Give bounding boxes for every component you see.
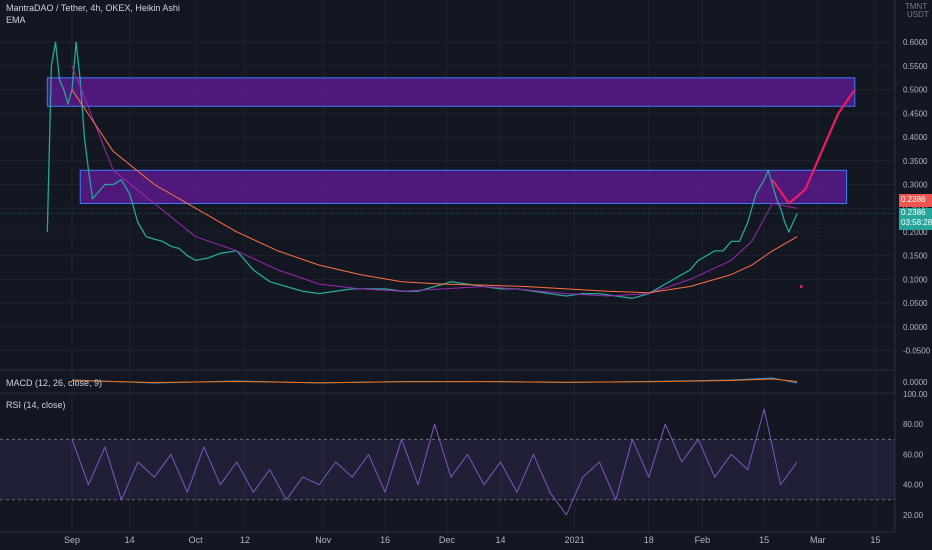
x-tick-label: 18 bbox=[644, 535, 654, 545]
x-tick-label: 2021 bbox=[565, 535, 585, 545]
macd-signal bbox=[71, 378, 798, 384]
series-ema_slow bbox=[71, 89, 798, 294]
resistance-zone bbox=[46, 77, 856, 107]
rsi-tick-label: 20.00 bbox=[903, 511, 924, 520]
x-tick-label: 12 bbox=[240, 535, 250, 545]
y-tick-label: 0.4000 bbox=[903, 133, 928, 142]
teal-price: 0.2386 bbox=[901, 208, 926, 217]
rsi-band bbox=[0, 439, 895, 500]
y-tick-label: 0.3000 bbox=[903, 181, 928, 190]
red-price-badge: 0.2386 bbox=[899, 194, 932, 207]
chart-title: MantraDAO / Tether, 4h, OKEX, Heikin Ash… bbox=[6, 3, 180, 13]
countdown: 03:58:28 bbox=[901, 218, 932, 227]
rsi-tick-label: 60.00 bbox=[903, 450, 924, 459]
rsi-tick-label: 80.00 bbox=[903, 420, 924, 429]
teal-price-badge: 0.2386 03:58:28 bbox=[899, 208, 932, 230]
rsi-tick-label: 40.00 bbox=[903, 481, 924, 490]
price-series bbox=[0, 41, 895, 299]
x-tick-label: Dec bbox=[439, 535, 456, 545]
x-tick-label: Feb bbox=[695, 535, 711, 545]
currency-label: TMNT bbox=[905, 2, 928, 11]
y-tick-label: 0.6000 bbox=[903, 38, 928, 47]
y-tick-label: 0.4500 bbox=[903, 109, 928, 118]
macd-pane bbox=[71, 377, 798, 384]
macd-tick-label: 0.0000 bbox=[903, 378, 928, 387]
rsi-label[interactable]: RSI (14, close) bbox=[6, 400, 66, 410]
x-tick-label: Oct bbox=[189, 535, 204, 545]
x-tick-label: Sep bbox=[64, 535, 80, 545]
currency-top: USDT bbox=[907, 10, 929, 19]
y-tick-label: 0.0500 bbox=[903, 299, 928, 308]
y-tick-label: 0.3500 bbox=[903, 157, 928, 166]
rsi-pane bbox=[0, 408, 895, 516]
macd-label[interactable]: MACD (12, 26, close, 9) bbox=[6, 378, 103, 388]
rsi-tick-label: 100.00 bbox=[903, 390, 928, 399]
x-tick-label: Nov bbox=[315, 535, 332, 545]
y-tick-label: 0.0000 bbox=[903, 323, 928, 332]
y-tick-label: -0.0500 bbox=[903, 347, 931, 356]
y-tick-label: 0.5000 bbox=[903, 86, 928, 95]
series-price bbox=[46, 41, 798, 299]
x-tick-label: Mar bbox=[810, 535, 826, 545]
y-tick-label: 0.1000 bbox=[903, 275, 928, 284]
red-price: 0.2386 bbox=[901, 195, 926, 204]
x-tick-label: 14 bbox=[125, 535, 135, 545]
x-tick-label: 16 bbox=[380, 535, 390, 545]
series-projection bbox=[771, 89, 856, 205]
x-tick-label: 14 bbox=[495, 535, 505, 545]
zones bbox=[46, 77, 856, 204]
y-tick-label: 0.5500 bbox=[903, 62, 928, 71]
resistance-zone bbox=[79, 169, 848, 204]
y-tick-label: 0.1500 bbox=[903, 252, 928, 261]
axis-labels: 0.6000 0.5500 0.5000 0.4500 0.4000 0.3500 0.30… bbox=[64, 38, 931, 545]
rsi-rsi bbox=[71, 408, 798, 516]
y-tick-label: 0.2000 bbox=[903, 228, 928, 237]
ema-indicator-label[interactable]: EMA bbox=[6, 15, 26, 25]
series-ema_fast bbox=[71, 65, 798, 297]
x-tick-label: 15 bbox=[870, 535, 880, 545]
outlier-point bbox=[799, 284, 803, 288]
x-tick-label: 15 bbox=[759, 535, 769, 545]
